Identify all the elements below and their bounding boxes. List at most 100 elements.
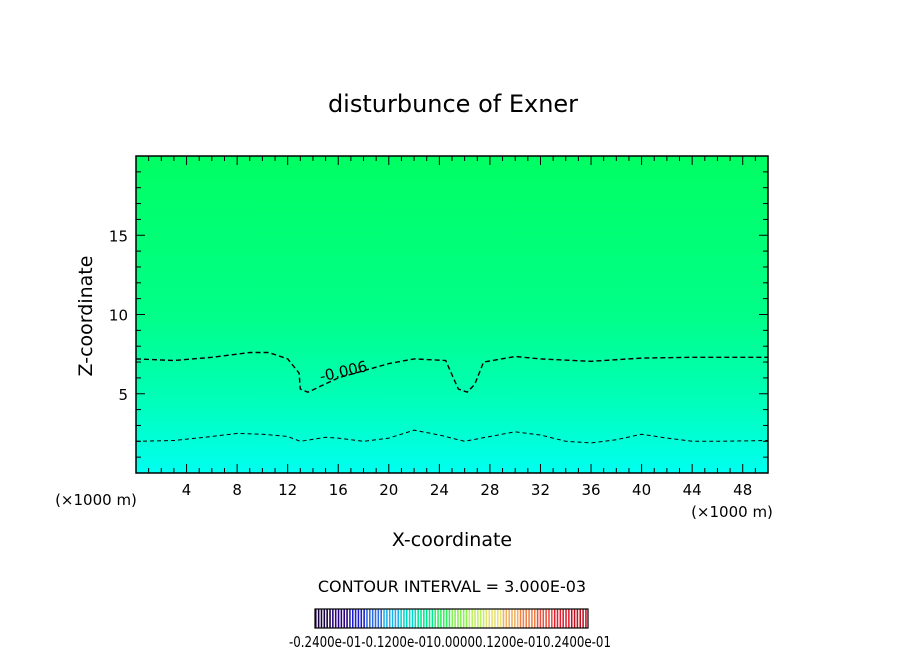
colorbar-swatch [531,609,533,628]
colorbar-swatch [414,609,417,628]
x-unit-label: (×1000 m) [691,503,773,521]
colorbar-swatch [326,609,328,628]
colorbar-swatch [491,609,493,628]
colorbar-swatch [474,609,476,628]
colorbar-swatch [542,609,545,628]
colorbar-swatch [585,609,587,628]
colorbar-swatch [462,609,465,628]
x-tick-label: 32 [531,481,550,499]
colorbar-swatch [454,609,456,628]
colorbar-swatch [533,609,536,628]
colorbar-swatch [346,609,348,628]
colorbar-swatch [519,609,522,628]
colorbar-swatch [340,609,343,628]
y-tick-label: 15 [109,227,128,245]
colorbar-swatch [315,609,317,628]
colorbar-swatch [423,609,425,628]
colorbar-swatch [403,609,405,628]
colorbar-swatch [317,609,320,628]
colorbar-swatch [391,609,394,628]
colorbar-swatch [437,609,439,628]
colorbar-frame [314,608,589,629]
colorbar-swatch [548,609,550,628]
colorbar-swatch [337,609,340,628]
x-tick-label: 44 [683,481,702,499]
colorbar-swatch [383,609,385,628]
colorbar-swatch [351,609,354,628]
colorbar-swatch [369,609,371,628]
colorbar-swatch [536,609,539,628]
colorbar-swatch [499,609,502,628]
colorbar-swatch [568,609,570,628]
colorbar-swatch [465,609,468,628]
colorbar-swatch [553,609,556,628]
colorbar-swatch [363,609,365,628]
colorbar-swatch [582,609,584,628]
colorbar-swatch [551,609,553,628]
colorbar-swatch [406,609,408,628]
colorbar-swatch [525,609,528,628]
x-tick-label: 8 [232,481,242,499]
x-tick-label: 48 [733,481,752,499]
colorbar-swatch [386,609,388,628]
colorbar-swatch [485,609,488,628]
colorbar-swatch [400,609,402,628]
colorbar-swatch [556,609,559,628]
colorbar-swatch [494,609,496,628]
colorbar-swatch [448,609,451,628]
colorbar-swatch [420,609,422,628]
colorbar-swatch [332,609,334,628]
colorbar-swatch [408,609,411,628]
colorbar-swatch [434,609,437,628]
colorbar-swatch [374,609,377,628]
colorbar-swatch [457,609,459,628]
colorbar-swatch [349,609,351,628]
y-tick-label: 10 [109,307,128,325]
chart-title: disturbunce of Exner [328,90,578,118]
colorbar-swatch [417,609,419,628]
colorbar-swatch [380,609,382,628]
colorbar-swatch [468,609,471,628]
y-axis-ticks: 5 10 15 [109,155,768,474]
colorbar-swatch [460,609,462,628]
x-tick-label: 24 [430,481,449,499]
colorbar-swatch [397,609,400,628]
y-tick-label: 5 [118,386,128,404]
colorbar-swatch [477,609,479,628]
colorbar-swatch [334,609,337,628]
y-axis-label: Z-coordinate [75,256,97,377]
x-tick-label: 16 [329,481,348,499]
x-tick-label: 40 [632,481,651,499]
colorbar-swatch [505,609,508,628]
colorbar-swatch [431,609,434,628]
colorbar-swatch [576,609,579,628]
colorbar-swatch [579,609,582,628]
colorbar-swatch [442,609,445,628]
x-tick-label: 4 [182,481,192,499]
y-unit-label: (×1000 m) [55,491,137,509]
x-tick-label: 28 [480,481,499,499]
x-tick-label: 12 [278,481,297,499]
x-axis-label: X-coordinate [392,529,512,551]
x-axis-ticks: 4 8 12 16 20 24 28 32 36 40 44 48 [135,156,769,499]
colorbar-swatch [482,609,485,628]
colorbar-swatch [516,609,519,628]
colorbar-swatch [508,609,510,628]
colorbar-swatch [511,609,513,628]
colorbar-swatch [522,609,525,628]
colorbar-swatch [360,609,363,628]
colorbar-swatch [366,609,368,628]
colorbar-swatch [357,609,360,628]
colorbar-swatch [528,609,530,628]
colorbar-swatch [479,609,482,628]
colorbar-swatch [502,609,505,628]
field-shading [136,156,768,473]
colorbar-swatch [559,609,562,628]
colorbar-swatch [388,609,391,628]
colorbar-swatch [451,609,454,628]
x-tick-label: 20 [379,481,398,499]
contour-line [135,351,768,394]
colorbar-swatch [354,609,357,628]
colorbar-swatch [539,609,542,628]
